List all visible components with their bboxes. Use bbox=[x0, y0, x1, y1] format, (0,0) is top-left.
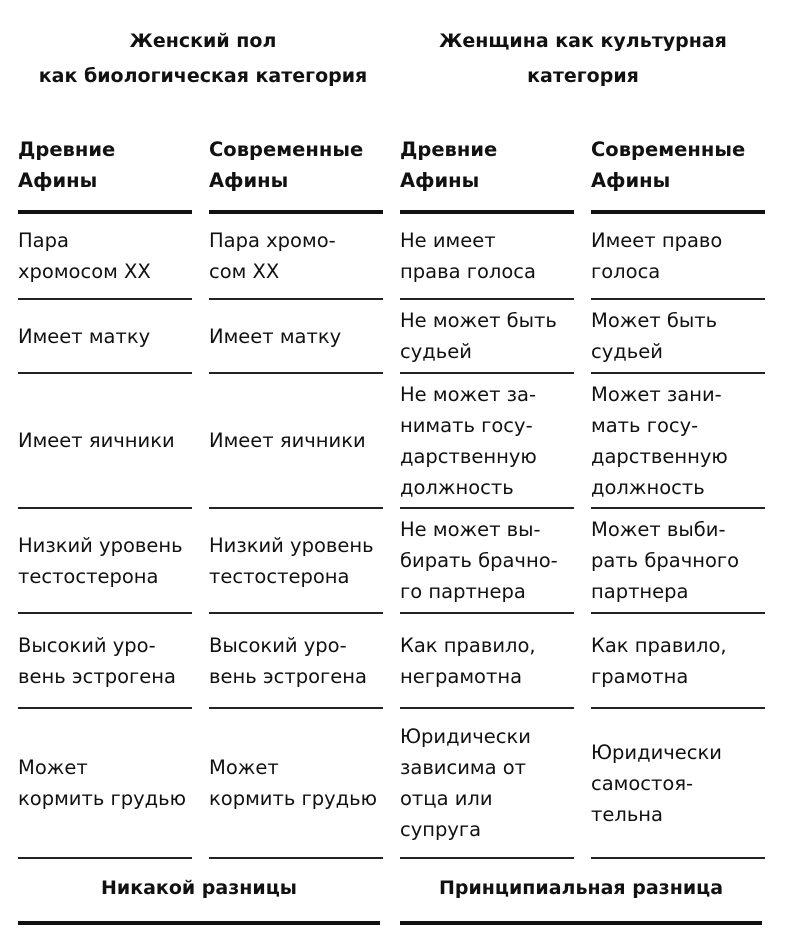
table-cell: Может зани- мать госу- дарственную должн… bbox=[591, 374, 765, 509]
group-title-cultural: Женщина как культурная категория bbox=[439, 30, 727, 87]
table-cell: Может кормить грудью bbox=[18, 709, 192, 859]
table-cell: Может выби- рать брачного партнера bbox=[591, 509, 765, 614]
table-cell: Имеет матку bbox=[18, 300, 192, 374]
table-cell: Может кормить грудью bbox=[209, 709, 383, 859]
table-cell: Высокий уро- вень эстрогена bbox=[209, 614, 383, 709]
table-cell: Как правило, грамотна bbox=[591, 614, 765, 709]
table-cell: Высокий уро- вень эстрогена bbox=[18, 614, 192, 709]
column-header: Современные Афины bbox=[591, 130, 765, 214]
table-cell: Юридически зависима от отца или супруга bbox=[400, 709, 574, 859]
table-cell: Имеет яичники bbox=[209, 374, 383, 509]
table-cell: Как правило, неграмотна bbox=[400, 614, 574, 709]
column-header: Древние Афины bbox=[18, 130, 192, 214]
table-cell: Низкий уровень тестостерона bbox=[18, 509, 192, 614]
footer-no-difference: Никакой разницы bbox=[18, 855, 380, 925]
column-header: Современные Афины bbox=[209, 130, 383, 214]
table-cell: Низкий уровень тестостерона bbox=[209, 509, 383, 614]
table-cell: Пара хромосом XX bbox=[18, 214, 192, 300]
table-cell: Может быть судьей bbox=[591, 300, 765, 374]
column-header: Древние Афины bbox=[400, 130, 574, 214]
table-cell: Не может вы- бирать брачно- го партнера bbox=[400, 509, 574, 614]
table-cell: Не может быть судьей bbox=[400, 300, 574, 374]
table-cell: Имеет право голоса bbox=[591, 214, 765, 300]
table-cell: Имеет матку bbox=[209, 300, 383, 374]
group-title-biological: Женский пол как биологическая категория bbox=[38, 30, 368, 87]
table-cell: Имеет яичники bbox=[18, 374, 192, 509]
table-cell: Пара хромо- сом XX bbox=[209, 214, 383, 300]
table-cell: Не имеет права голоса bbox=[400, 214, 574, 300]
table-cell: Юридически самостоя- тельна bbox=[591, 709, 765, 859]
footer-principal-difference: Принципиальная разница bbox=[400, 855, 762, 925]
table-cell: Не может за- нимать госу- дарственную до… bbox=[400, 374, 574, 509]
comparison-table: Древние Афины Современные Афины Древние Аф… bbox=[18, 130, 765, 859]
